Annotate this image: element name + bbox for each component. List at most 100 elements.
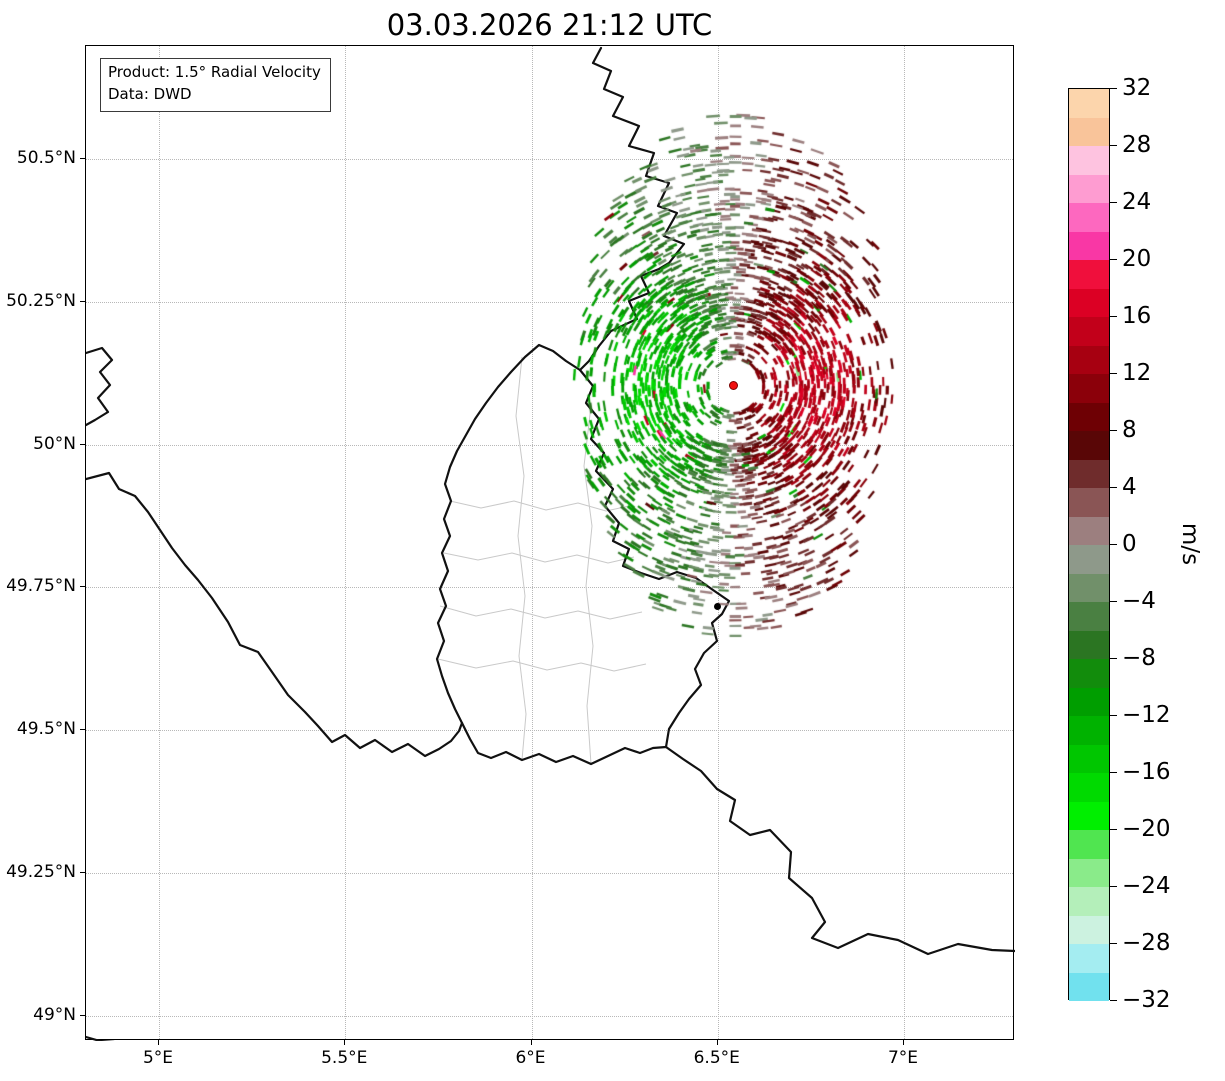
y-tick-label: 49°N — [33, 1004, 76, 1025]
colorbar-tick-mark — [1110, 373, 1117, 374]
colorbar-tick-label: −16 — [1122, 759, 1171, 785]
y-tick-mark — [80, 158, 85, 160]
colorbar-tick-label: −32 — [1122, 987, 1171, 1013]
colorbar-segment — [1069, 203, 1109, 232]
colorbar-segment — [1069, 887, 1109, 916]
colorbar-segment — [1069, 516, 1109, 545]
colorbar-tick-mark — [1110, 1000, 1117, 1001]
colorbar-segment — [1069, 830, 1109, 859]
city-marker — [713, 603, 721, 611]
colorbar-segment — [1069, 944, 1109, 973]
colorbar-segment — [1069, 801, 1109, 830]
y-tick-mark — [80, 300, 85, 302]
y-tick-label: 49.25°N — [6, 862, 76, 883]
colorbar-tick-mark — [1110, 658, 1117, 659]
x-tick-label: 5°E — [142, 1048, 174, 1068]
colorbar-tick-label: −12 — [1122, 702, 1171, 728]
radar-velocity-layer — [86, 46, 1015, 1041]
colorbar-tick-label: 4 — [1122, 474, 1137, 500]
x-tick-label: 7°E — [887, 1048, 919, 1068]
colorbar-tick-label: 24 — [1122, 189, 1152, 215]
colorbar-tick-label: −24 — [1122, 873, 1171, 899]
plot-title: 03.03.2026 21:12 UTC — [386, 8, 713, 42]
product-annotation-box: Product: 1.5° Radial Velocity Data: DWD — [100, 58, 331, 112]
y-tick-mark — [80, 1014, 85, 1016]
colorbar-tick-label: −20 — [1122, 816, 1171, 842]
colorbar-segment — [1069, 915, 1109, 944]
map-plot-area: Product: 1.5° Radial Velocity Data: DWD — [85, 45, 1015, 1041]
colorbar-segment — [1069, 459, 1109, 488]
colorbar-segment — [1069, 545, 1109, 574]
y-tick-label: 49.5°N — [16, 719, 76, 740]
colorbar-tick-mark — [1110, 202, 1117, 203]
product-label: Product: 1.5° Radial Velocity — [108, 63, 321, 81]
y-tick-mark — [80, 586, 85, 588]
x-tick-label: 6°E — [515, 1048, 546, 1068]
x-tick-label: 6.5°E — [693, 1048, 740, 1068]
colorbar-tick-mark — [1110, 772, 1117, 773]
colorbar-segment — [1069, 402, 1109, 431]
colorbar-segment — [1069, 231, 1109, 260]
x-tick-mark — [902, 1040, 904, 1045]
colorbar-tick-mark — [1110, 316, 1117, 317]
y-tick-label: 50.25°N — [6, 290, 76, 311]
colorbar-segment — [1069, 630, 1109, 659]
colorbar-segment — [1069, 260, 1109, 289]
colorbar-segment — [1069, 602, 1109, 631]
x-tick-mark — [716, 1040, 718, 1045]
colorbar-tick-label: −4 — [1122, 588, 1156, 614]
colorbar-segment — [1069, 174, 1109, 203]
colorbar-segment — [1069, 573, 1109, 602]
colorbar-tick-label: 28 — [1122, 132, 1152, 158]
y-tick-mark — [80, 872, 85, 874]
colorbar-unit-label: m/s — [1177, 522, 1203, 566]
y-tick-mark — [80, 443, 85, 445]
colorbar-tick-mark — [1110, 886, 1117, 887]
colorbar-tick-mark — [1110, 943, 1117, 944]
y-tick-label: 50.5°N — [16, 148, 76, 169]
colorbar-tick-mark — [1110, 259, 1117, 260]
colorbar-segment — [1069, 488, 1109, 517]
colorbar-tick-mark — [1110, 601, 1117, 602]
colorbar-tick-label: 20 — [1122, 246, 1152, 272]
colorbar-tick-mark — [1110, 88, 1117, 89]
y-tick-label: 49.75°N — [6, 576, 76, 597]
colorbar-tick-label: 8 — [1122, 417, 1137, 443]
radar-site-marker — [729, 381, 739, 391]
y-tick-mark — [80, 729, 85, 731]
colorbar-tick-label: 16 — [1122, 303, 1152, 329]
colorbar-tick-mark — [1110, 715, 1117, 716]
colorbar-segment — [1069, 773, 1109, 802]
colorbar-tick-label: −28 — [1122, 930, 1171, 956]
y-tick-label: 50°N — [33, 433, 76, 454]
colorbar-segment — [1069, 744, 1109, 773]
x-tick-label: 5.5°E — [321, 1048, 368, 1068]
colorbar-tick-mark — [1110, 487, 1117, 488]
colorbar-tick-label: 12 — [1122, 360, 1152, 386]
colorbar-segment — [1069, 345, 1109, 374]
colorbar-segment — [1069, 288, 1109, 317]
x-tick-mark — [344, 1040, 346, 1045]
colorbar-segment — [1069, 716, 1109, 745]
x-tick-mark — [158, 1040, 159, 1045]
colorbar-segment — [1069, 89, 1109, 118]
colorbar — [1068, 88, 1110, 1001]
colorbar-tick-mark — [1110, 430, 1117, 431]
colorbar-tick-mark — [1110, 145, 1117, 146]
colorbar-segment — [1069, 431, 1109, 460]
x-tick-mark — [530, 1040, 532, 1045]
colorbar-segment — [1069, 858, 1109, 887]
colorbar-segment — [1069, 374, 1109, 403]
colorbar-tick-label: 32 — [1122, 75, 1152, 101]
colorbar-segment — [1069, 972, 1109, 1001]
colorbar-segment — [1069, 117, 1109, 146]
colorbar-tick-label: 0 — [1122, 531, 1137, 557]
data-source-label: Data: DWD — [108, 84, 192, 103]
colorbar-segment — [1069, 317, 1109, 346]
colorbar-tick-mark — [1110, 829, 1117, 830]
colorbar-tick-mark — [1110, 544, 1117, 545]
colorbar-tick-label: −8 — [1122, 645, 1156, 671]
colorbar-segment — [1069, 146, 1109, 175]
colorbar-segment — [1069, 687, 1109, 716]
